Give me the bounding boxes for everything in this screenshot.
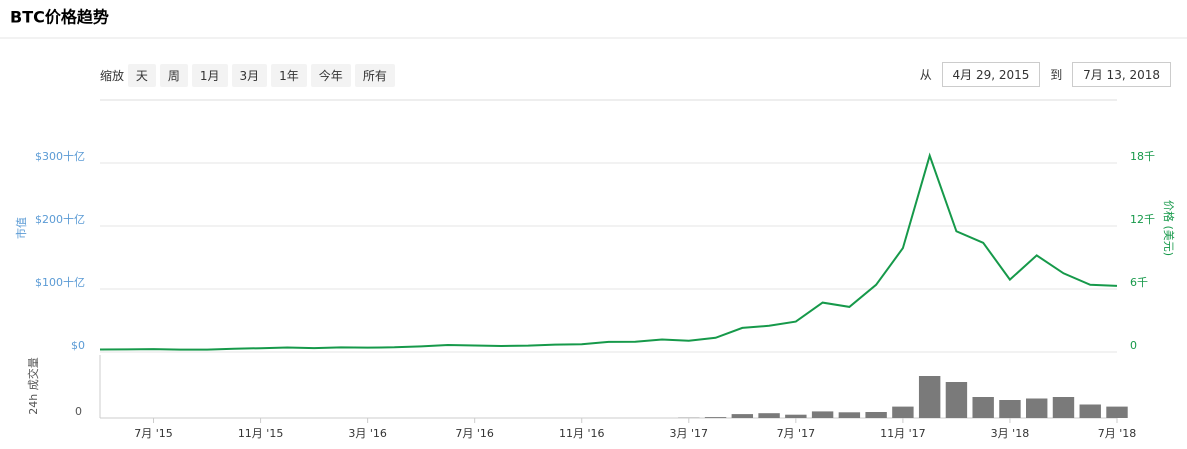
volume-bar: [758, 413, 780, 418]
zoom-button[interactable]: 今年: [310, 64, 351, 87]
volume-bar: [731, 414, 754, 418]
volume-bar: [1052, 397, 1075, 418]
from-label: 从: [919, 68, 932, 82]
x-tick-label: 11月 '16: [559, 427, 605, 440]
zoom-buttons: 天周 1月 3月 1年 今年 所有: [127, 64, 399, 87]
y2-tick-label: 6千: [1130, 276, 1148, 289]
chart-title: BTC价格趋势: [10, 8, 109, 27]
x-tick-label: 11月 '15: [238, 427, 284, 440]
x-tick-label: 3月 '16: [348, 427, 387, 440]
volume-bar: [865, 412, 887, 418]
date-range: 从 4月 29, 2015 到 7月 13, 2018: [920, 62, 1177, 87]
zoom-button[interactable]: 3月: [231, 64, 268, 87]
zoom-button[interactable]: 周: [159, 64, 188, 87]
zoom-bar: 缩放 天周 1月 3月 1年 今年 所有: [100, 64, 399, 87]
y-axis-title: 市值: [14, 217, 28, 239]
y-tick-label: 0: [75, 405, 82, 418]
x-tick-label: 7月 '17: [777, 427, 816, 440]
zoom-button[interactable]: 1年: [271, 64, 307, 87]
to-label: 到: [1050, 68, 1063, 82]
volume-bar: [704, 417, 727, 418]
y2-tick-label: 0: [1130, 339, 1137, 352]
y2-axis-title: 价格 (美元): [1162, 200, 1176, 256]
x-tick-label: 7月 '16: [455, 427, 494, 440]
zoom-button[interactable]: 所有: [354, 64, 395, 87]
x-tick-label: 11月 '17: [880, 427, 926, 440]
y2-tick-label: 18千: [1130, 150, 1155, 163]
volume-bar: [1106, 406, 1128, 418]
volume-bar: [999, 400, 1021, 418]
price-line: [99, 152, 1118, 351]
from-input[interactable]: 4月 29, 2015: [941, 62, 1041, 87]
zoom-button[interactable]: 天: [127, 64, 156, 87]
zoom-button[interactable]: 1月: [191, 64, 228, 87]
y-tick-label: $300十亿: [35, 149, 85, 163]
volume-bar: [918, 376, 941, 418]
x-tick-label: 7月 '18: [1098, 427, 1137, 440]
x-tick-label: 7月 '15: [134, 427, 173, 440]
volume-bar: [1079, 404, 1101, 418]
x-tick-label: 3月 '17: [670, 427, 709, 440]
y2-tick-label: 12千: [1130, 213, 1155, 226]
volume-bar: [972, 397, 994, 418]
volume-bar: [892, 406, 914, 418]
to-input[interactable]: 7月 13, 2018: [1072, 62, 1171, 87]
volume-bar: [1026, 398, 1048, 418]
y-tick-label: $100十亿: [35, 275, 85, 289]
volume-bar: [811, 411, 834, 418]
volume-bar: [838, 412, 861, 418]
volume-bar: [785, 414, 807, 418]
zoom-label: 缩放: [100, 69, 125, 83]
volume-axis-title: 24h 成交量: [26, 357, 40, 414]
y-tick-label: $200十亿: [35, 212, 85, 226]
x-tick-label: 3月 '18: [991, 427, 1030, 440]
y-tick-label: $0: [71, 339, 85, 352]
volume-bar: [945, 382, 968, 418]
